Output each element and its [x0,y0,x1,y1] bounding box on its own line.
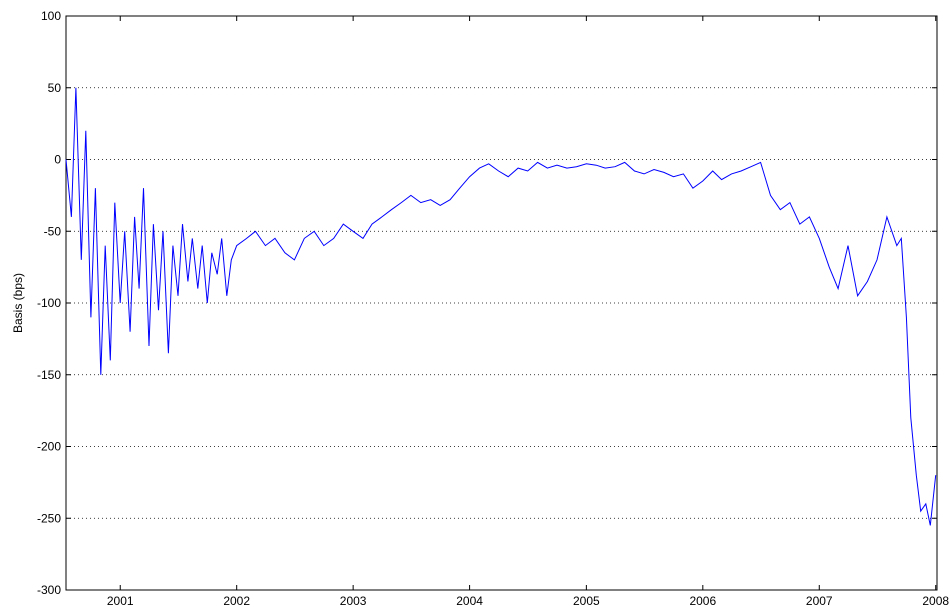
x-tick-label: 2008 [922,594,949,608]
x-tick-label: 2006 [689,594,716,608]
x-tick-label: 2007 [806,594,833,608]
y-tick-labels: 100 50 0 -50 -100 -150 -200 -250 -300 [37,9,61,597]
y-tick-label: -200 [37,440,61,454]
x-tick-label: 2003 [340,594,367,608]
axis-ticks [66,15,937,591]
x-tick-labels: 2001 2002 2003 2004 2005 2006 2007 2008 [107,594,950,608]
y-tick-label: 50 [48,81,62,95]
x-tick-label: 2002 [223,594,250,608]
series-line [65,87,937,526]
y-tick-label: 100 [41,9,61,23]
y-tick-label: -100 [37,296,61,310]
plot-frame [65,15,938,591]
y-tick-label: -250 [37,511,61,525]
x-tick-label: 2001 [107,594,134,608]
y-tick-label: -150 [37,368,61,382]
x-tick-label: 2005 [573,594,600,608]
y-axis-label: Basis (bps) [11,273,25,333]
y-tick-label: -300 [37,583,61,597]
y-tick-label: 0 [54,153,61,167]
x-tick-label: 2004 [456,594,483,608]
y-tick-label: -50 [44,224,62,238]
